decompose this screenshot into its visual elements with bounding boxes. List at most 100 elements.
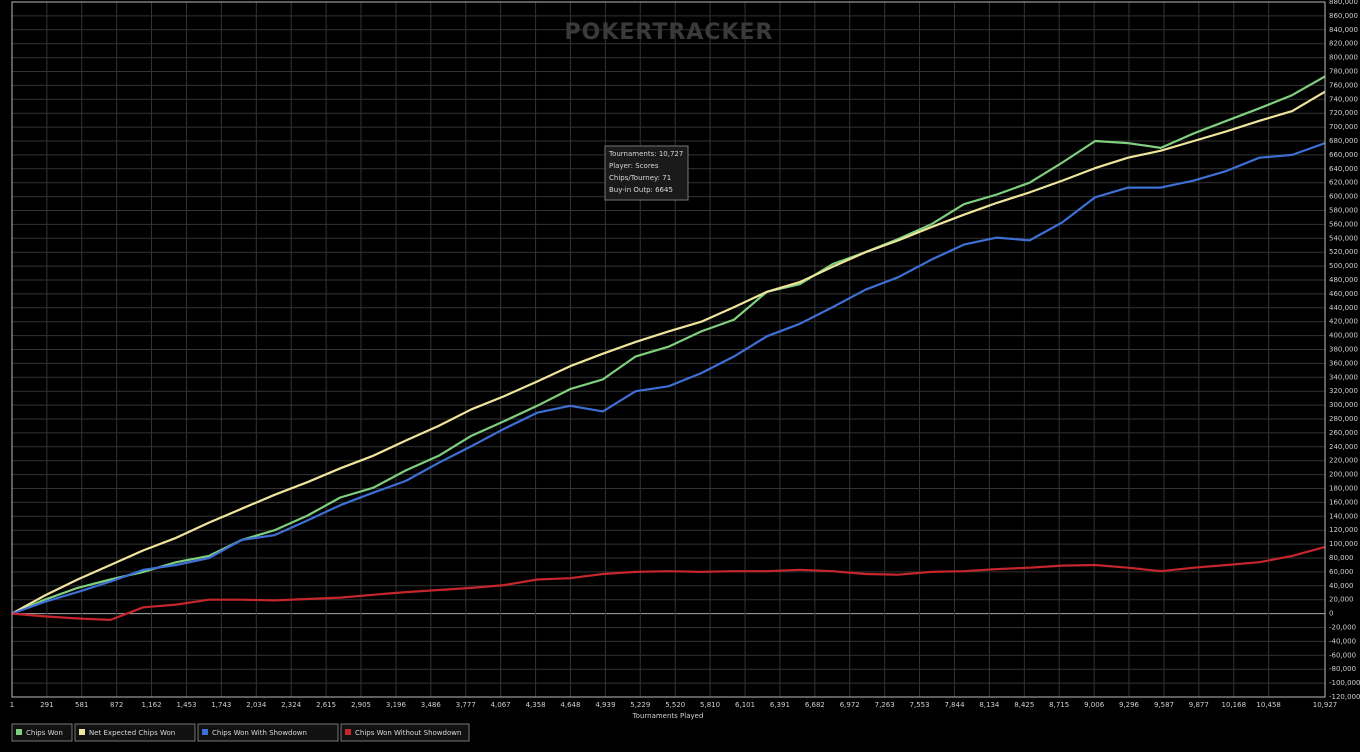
y-tick-label: -100,000 — [1329, 679, 1360, 687]
x-tick-label: 6,682 — [805, 701, 825, 709]
y-tick-label: 540,000 — [1329, 234, 1358, 242]
watermark: POKERTRACKER — [565, 20, 774, 45]
x-tick-label: 5,810 — [700, 701, 720, 709]
y-tick-label: 80,000 — [1329, 554, 1354, 562]
x-tick-label: 9,877 — [1189, 701, 1209, 709]
y-tick-label: 880,000 — [1329, 0, 1358, 6]
y-tick-label: 280,000 — [1329, 415, 1358, 423]
y-tick-label: -60,000 — [1329, 651, 1356, 659]
y-tick-label: -80,000 — [1329, 665, 1356, 673]
y-tick-label: 800,000 — [1329, 54, 1358, 62]
y-tick-label: 460,000 — [1329, 290, 1358, 298]
x-tick-label: 3,777 — [456, 701, 476, 709]
y-tick-label: 40,000 — [1329, 582, 1354, 590]
legend-label[interactable]: Net Expected Chips Won — [89, 729, 175, 737]
y-tick-label: 160,000 — [1329, 498, 1358, 506]
y-tick-label: 60,000 — [1329, 568, 1354, 576]
y-tick-label: 840,000 — [1329, 26, 1358, 34]
y-tick-label: 440,000 — [1329, 304, 1358, 312]
x-tick-label: 872 — [110, 701, 123, 709]
y-tick-label: 520,000 — [1329, 248, 1358, 256]
series-line — [11, 142, 1326, 615]
x-tick-label: 2,905 — [351, 701, 371, 709]
x-tick-label: 8,134 — [979, 701, 1000, 709]
x-tick-label: 4,939 — [595, 701, 615, 709]
x-tick-label: 4,067 — [491, 701, 511, 709]
legend-swatch — [345, 729, 351, 735]
y-tick-label: 560,000 — [1329, 220, 1358, 228]
x-tick-label: 3,196 — [386, 701, 407, 709]
x-tick-label: 1 — [10, 701, 14, 709]
x-tick-label: 2,324 — [281, 701, 302, 709]
y-tick-label: 220,000 — [1329, 457, 1358, 465]
x-tick-label: 10,927 — [1313, 701, 1338, 709]
y-tick-label: 820,000 — [1329, 40, 1358, 48]
x-tick-label: 291 — [40, 701, 53, 709]
legend-item[interactable] — [11, 723, 73, 742]
tooltip: Tournaments: 10,727 Player: Scores Chips… — [604, 145, 689, 201]
y-tick-label: 360,000 — [1329, 359, 1358, 367]
x-tick-label: 10,458 — [1256, 701, 1281, 709]
y-tick-label: 320,000 — [1329, 387, 1358, 395]
legend-item[interactable] — [340, 723, 470, 742]
y-tick-label: 500,000 — [1329, 262, 1358, 270]
y-tick-label: 0 — [1329, 610, 1333, 618]
y-tick-label: 620,000 — [1329, 179, 1358, 187]
y-tick-label: 780,000 — [1329, 68, 1358, 76]
y-tick-label: 20,000 — [1329, 596, 1354, 604]
x-tick-label: 6,101 — [735, 701, 755, 709]
x-tick-label: 5,520 — [665, 701, 685, 709]
legend-swatch — [202, 729, 208, 735]
x-tick-label: 9,296 — [1119, 701, 1140, 709]
x-tick-label: 2,034 — [246, 701, 267, 709]
y-tick-label: 120,000 — [1329, 526, 1358, 534]
y-tick-label: 760,000 — [1329, 81, 1358, 89]
legend-swatch — [79, 729, 85, 735]
y-tick-label: 580,000 — [1329, 207, 1358, 215]
legend-swatch — [16, 729, 22, 735]
tooltip-line: Player: Scores — [609, 162, 659, 170]
legend-item[interactable] — [197, 723, 339, 742]
legend-label[interactable]: Chips Won With Showdown — [212, 729, 307, 737]
series-line — [11, 545, 1326, 621]
y-tick-label: 260,000 — [1329, 429, 1358, 437]
x-tick-label: 5,229 — [630, 701, 650, 709]
plot-border — [11, 1, 1326, 698]
y-tick-label: 480,000 — [1329, 276, 1358, 284]
x-tick-label: 1,453 — [176, 701, 196, 709]
y-tick-label: 420,000 — [1329, 318, 1358, 326]
x-tick-label: 581 — [75, 701, 88, 709]
y-tick-label: 700,000 — [1329, 123, 1358, 131]
x-tick-label: 9,006 — [1084, 701, 1105, 709]
y-tick-label: 860,000 — [1329, 12, 1358, 20]
x-tick-label: 7,844 — [944, 701, 965, 709]
y-tick-label: 400,000 — [1329, 332, 1358, 340]
y-tick-label: 100,000 — [1329, 540, 1358, 548]
y-tick-label: 740,000 — [1329, 95, 1358, 103]
x-tick-label: 8,425 — [1014, 701, 1034, 709]
y-tick-label: 680,000 — [1329, 137, 1358, 145]
x-tick-label: 7,553 — [910, 701, 930, 709]
legend-item[interactable] — [74, 723, 196, 742]
tooltip-box — [604, 145, 689, 201]
x-tick-label: 8,715 — [1049, 701, 1069, 709]
y-tick-label: 640,000 — [1329, 165, 1358, 173]
tooltip-line: Tournaments: 10,727 — [608, 150, 683, 158]
y-tick-label: 200,000 — [1329, 471, 1358, 479]
x-tick-label: 4,358 — [526, 701, 546, 709]
y-tick-label: -40,000 — [1329, 637, 1356, 645]
y-tick-label: 240,000 — [1329, 443, 1358, 451]
x-tick-label: 6,972 — [840, 701, 860, 709]
series-line — [11, 90, 1326, 615]
y-tick-label: -120,000 — [1329, 693, 1360, 701]
y-tick-label: 380,000 — [1329, 346, 1358, 354]
y-tick-label: 300,000 — [1329, 401, 1358, 409]
x-tick-label: 1,743 — [211, 701, 231, 709]
x-tick-label: 4,648 — [560, 701, 580, 709]
tooltip-line: Chips/Tourney: 71 — [609, 174, 671, 182]
legend-label[interactable]: Chips Won — [26, 729, 63, 737]
legend-label[interactable]: Chips Won Without Showdown — [355, 729, 461, 737]
y-tick-label: 600,000 — [1329, 193, 1358, 201]
y-tick-label: 140,000 — [1329, 512, 1358, 520]
